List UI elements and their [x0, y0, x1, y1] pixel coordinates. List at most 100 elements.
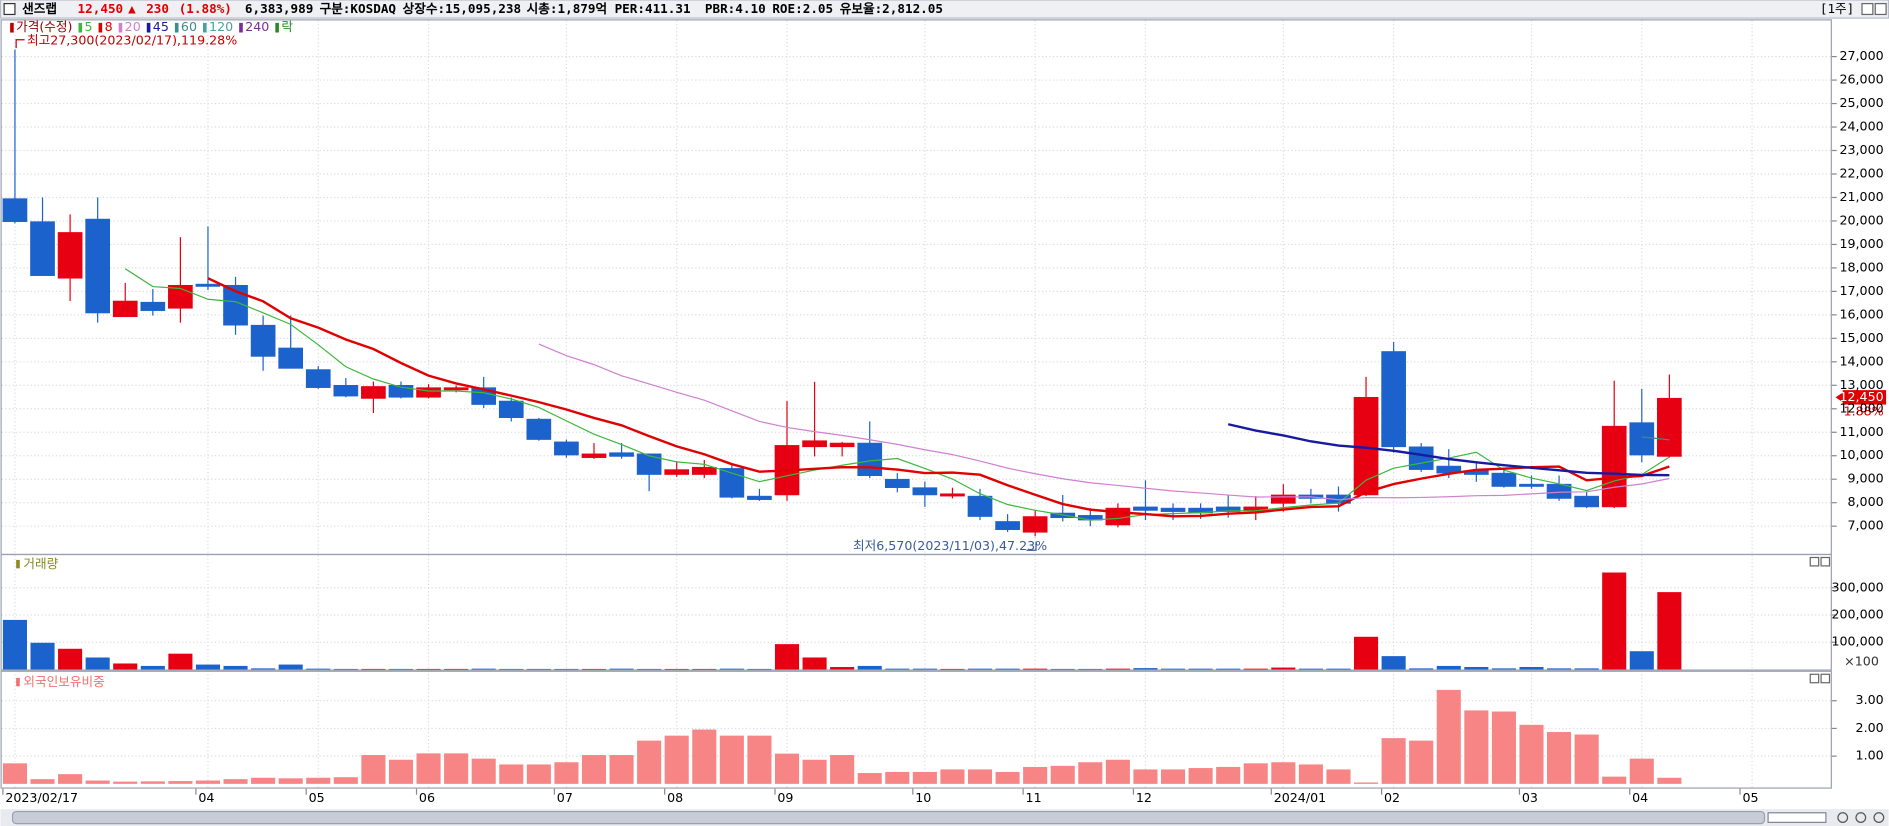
candle-body: [1160, 507, 1186, 512]
bar: [802, 657, 827, 670]
candle-body: [912, 487, 938, 496]
legend-marker: [146, 22, 151, 33]
bar: [251, 668, 276, 670]
bar: [609, 668, 634, 670]
bar: [719, 735, 744, 784]
bar: [747, 735, 772, 784]
bar: [774, 753, 800, 784]
bar: [1657, 592, 1682, 670]
pane-button[interactable]: [1820, 556, 1831, 567]
y-tick-label: 15,000: [1839, 330, 1883, 345]
x-tick-label: 04: [1632, 790, 1648, 805]
bar: [1436, 665, 1461, 670]
y-tick-label: 23,000: [1839, 142, 1883, 157]
bar: [1216, 668, 1241, 670]
zoom-icon[interactable]: [1855, 812, 1867, 823]
period-button[interactable]: [1주]: [1820, 1, 1854, 16]
bar: [719, 668, 744, 670]
bar: [1602, 572, 1627, 670]
stock-name: 샌즈랩: [22, 1, 57, 16]
bar: [1160, 769, 1186, 784]
bar: [1409, 668, 1434, 670]
bar: [1298, 764, 1323, 784]
legend-marker: [203, 22, 207, 33]
legend-item: 락: [281, 19, 293, 34]
x-tick-label: 06: [419, 790, 435, 805]
bar: [1298, 668, 1323, 670]
bar: [1547, 732, 1572, 784]
price: 12,450: [78, 1, 124, 16]
legend-title: 가격(수정): [16, 19, 72, 34]
legend-item: 5: [85, 19, 93, 34]
bar: [1023, 668, 1048, 670]
price-tag: [1842, 390, 1887, 405]
y-tick-label: 25,000: [1839, 95, 1883, 110]
bar: [195, 664, 221, 670]
y-tick-label: 22,000: [1839, 165, 1883, 180]
bar: [857, 665, 882, 670]
bar: [774, 644, 800, 670]
x-tick-label: 2023/02/17: [5, 790, 78, 805]
zoom-icon[interactable]: [1873, 812, 1885, 823]
candle-body: [1629, 422, 1655, 456]
bar: [1243, 668, 1268, 670]
candle-body: [30, 221, 55, 276]
bar: [940, 668, 965, 670]
bar: [857, 773, 882, 784]
bar: [1133, 769, 1158, 784]
bar: [609, 755, 634, 784]
market: 구분:KOSDAQ: [320, 1, 397, 16]
bar: [554, 762, 579, 784]
scrollbar-thumb[interactable]: [11, 810, 1766, 825]
bar: [526, 764, 551, 784]
minimize-button[interactable]: [1861, 3, 1874, 16]
roe: ROE:2.05: [772, 1, 833, 16]
zoom-slider[interactable]: [1767, 812, 1827, 823]
x-tick-label: 11: [1026, 790, 1042, 805]
pane-button[interactable]: [1809, 556, 1820, 567]
x-tick-label: 08: [667, 790, 683, 805]
candle-body: [967, 495, 993, 517]
bar: [1629, 758, 1654, 784]
bar: [30, 779, 55, 784]
volume-pane-frame: [0, 553, 1832, 671]
bar: [1271, 667, 1296, 670]
bar: [664, 735, 689, 784]
legend-marker: [118, 22, 123, 33]
bar: [1464, 667, 1489, 670]
bar: [692, 668, 717, 670]
candle-body: [940, 493, 965, 497]
market-cap: 시총:1,879억: [527, 1, 607, 16]
bar: [306, 668, 331, 670]
candle-body: [857, 442, 883, 476]
bar: [1491, 668, 1516, 670]
change-arrow: ▲: [128, 1, 136, 16]
pane-button[interactable]: [1809, 673, 1820, 684]
candle-body: [1270, 494, 1296, 504]
bar: [471, 758, 496, 784]
price-tag-pct: 1.88%: [1844, 403, 1884, 418]
candle-body: [443, 387, 469, 391]
low-annotation: 최저6,570(2023/11/03),47.23%: [853, 538, 1047, 553]
legend-marker: [78, 22, 83, 33]
pane-button[interactable]: [1820, 673, 1831, 684]
candle-body: [995, 521, 1020, 530]
bar: [1657, 777, 1682, 784]
candle-body: [526, 418, 552, 440]
zoom-icon[interactable]: [1837, 812, 1849, 823]
y-tick-label: 1.00: [1856, 748, 1884, 763]
bar: [995, 668, 1020, 670]
checkbox[interactable]: [3, 3, 16, 16]
y-tick-label: 21,000: [1839, 189, 1883, 204]
y-tick-label: 26,000: [1839, 72, 1883, 87]
close-button[interactable]: [1874, 3, 1887, 16]
y-tick-label: 18,000: [1839, 259, 1883, 274]
candle-body: [2, 198, 28, 222]
candle-body: [554, 441, 579, 456]
reserve-ratio: 유보율:2,812.05: [840, 1, 943, 16]
y-tick-label: 14,000: [1839, 353, 1883, 368]
candle-body: [388, 384, 414, 398]
candle-body: [1519, 483, 1544, 487]
